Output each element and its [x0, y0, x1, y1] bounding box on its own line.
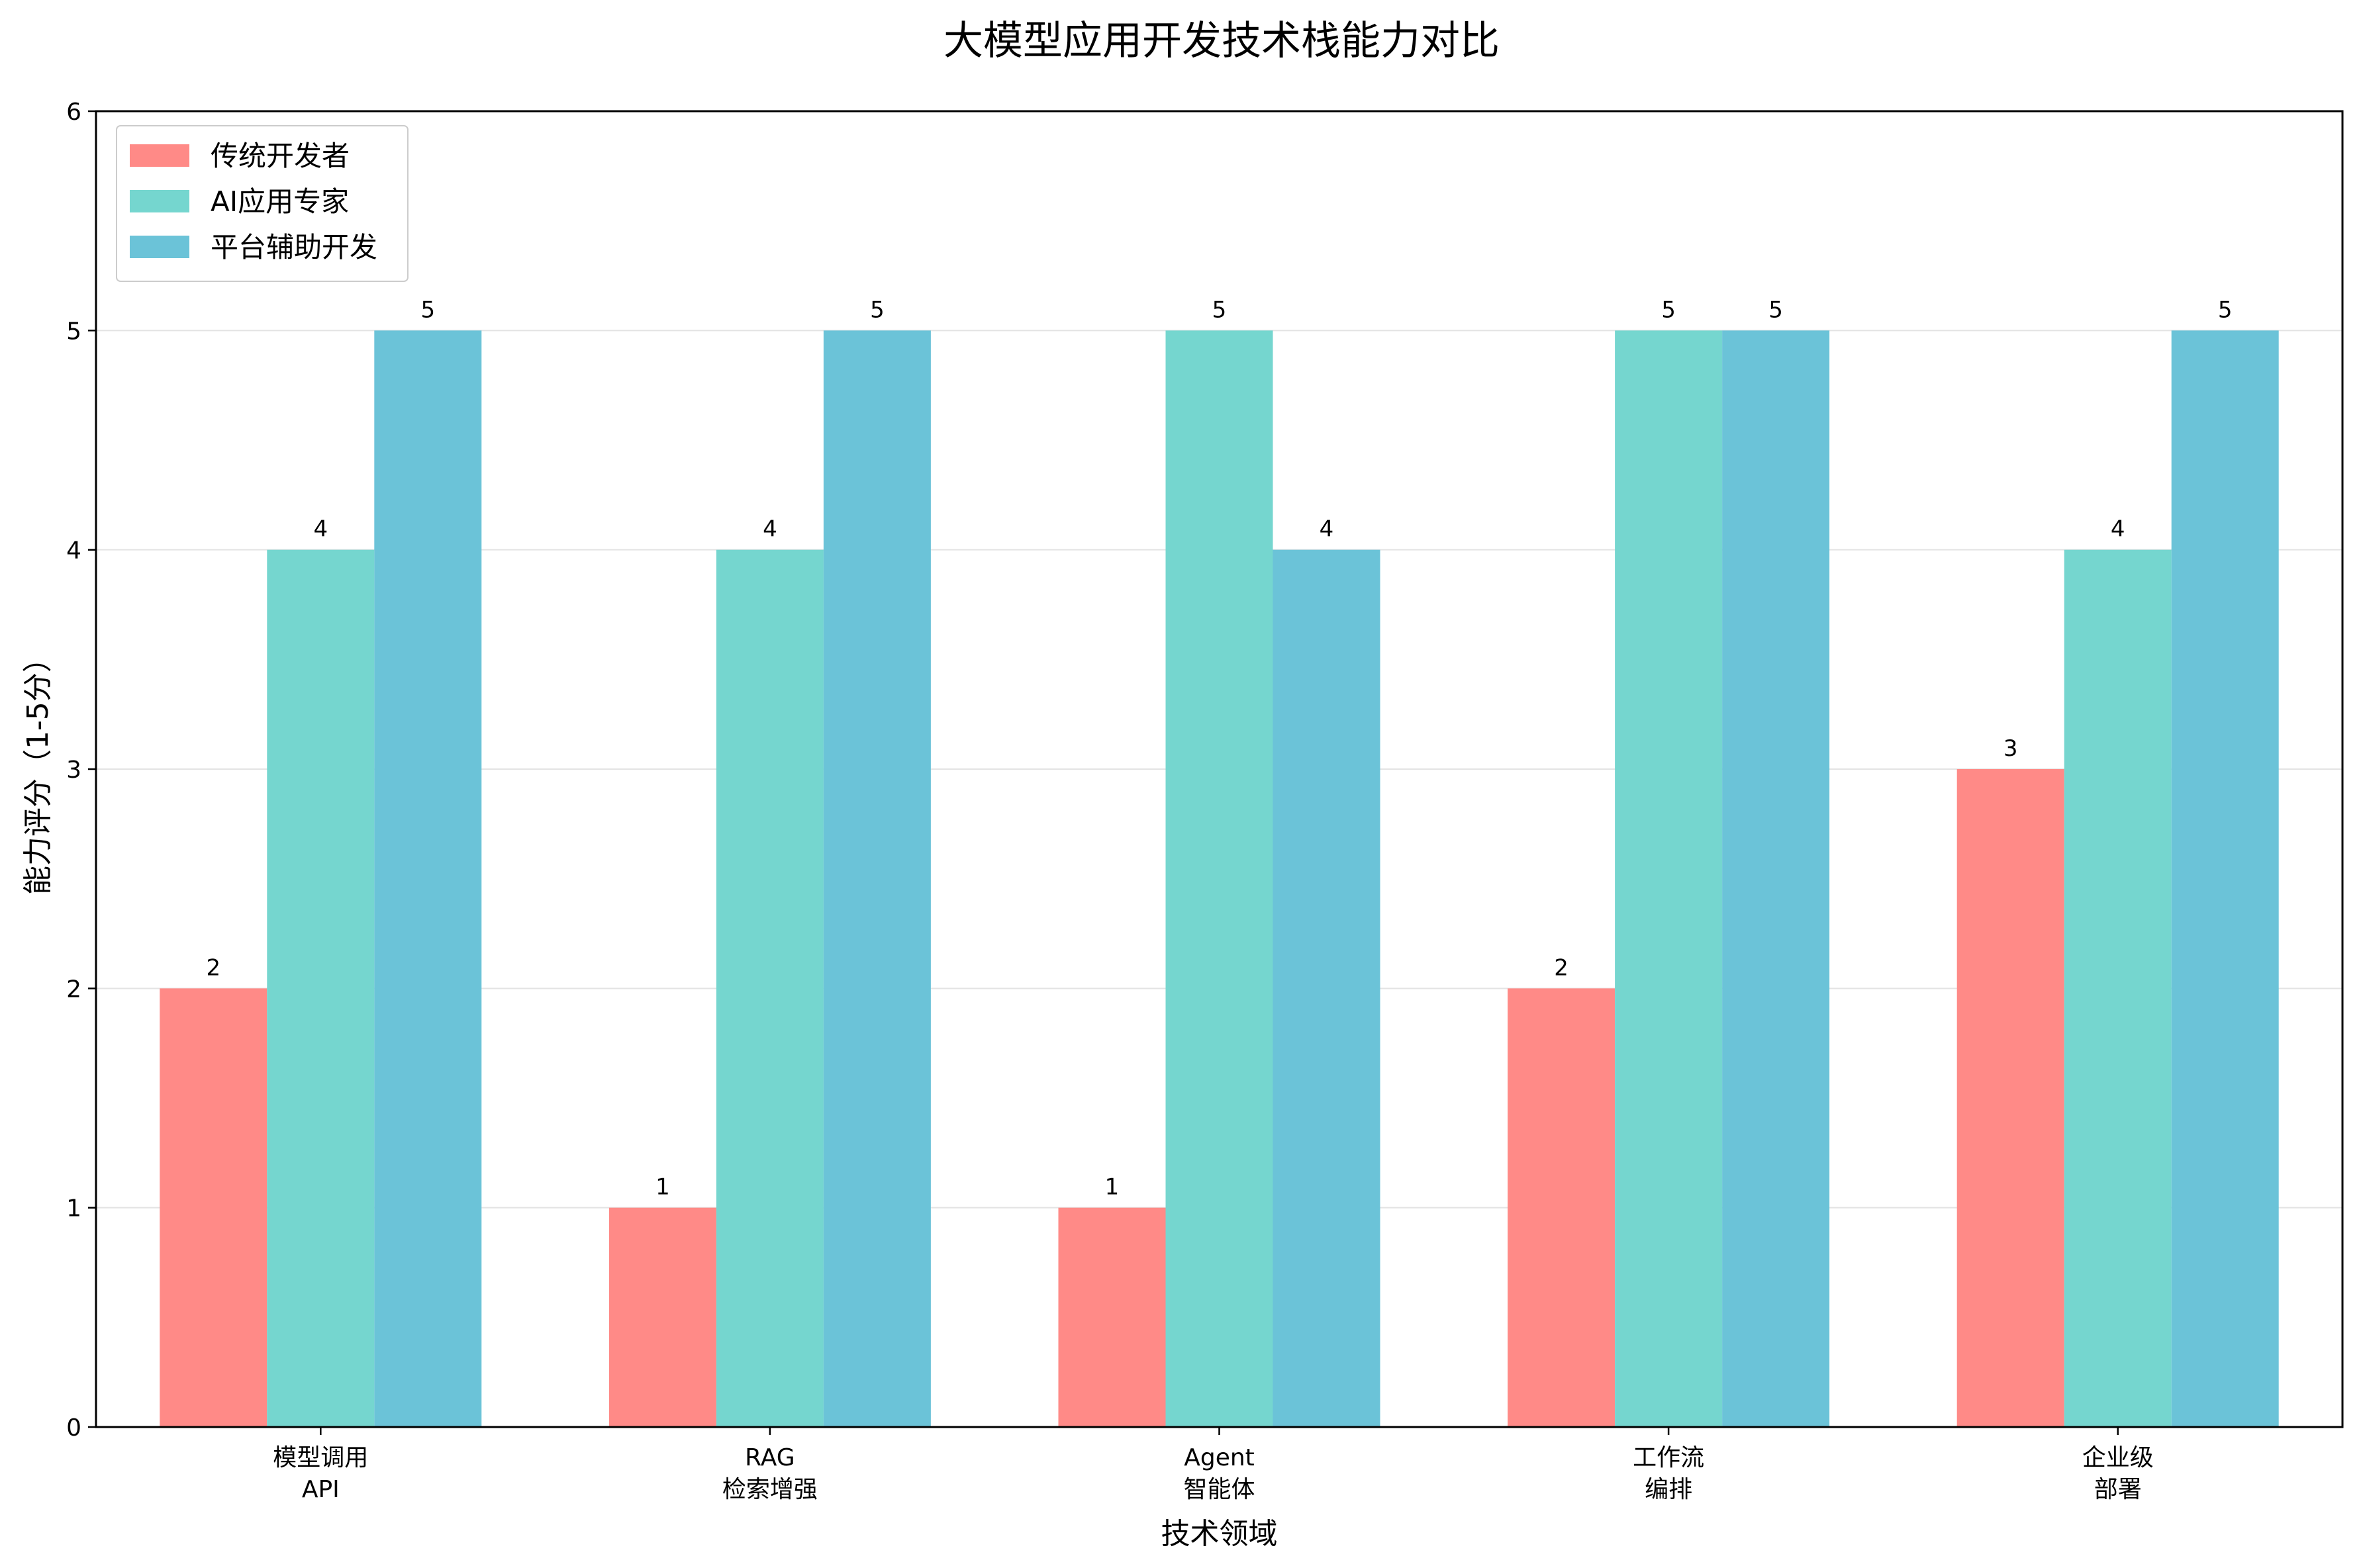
bar-2-5 — [2064, 549, 2172, 1427]
y-axis-label: 能力评分（1-5分） — [21, 643, 55, 895]
bar-3-1 — [374, 330, 482, 1427]
bar-3-3 — [1273, 549, 1380, 1427]
bar-value-label: 5 — [1661, 297, 1676, 323]
y-tick-label: 0 — [66, 1414, 81, 1442]
y-tick-label: 2 — [66, 976, 81, 1003]
bar-1-5 — [1956, 769, 2064, 1427]
bar-1-1 — [160, 988, 267, 1427]
bar-2-4 — [1615, 330, 1723, 1427]
bar-value-label: 5 — [870, 297, 885, 323]
bar-3-2 — [823, 330, 931, 1427]
bar-1-2 — [608, 1207, 716, 1427]
legend-swatch — [130, 236, 189, 258]
x-tick-label: API — [302, 1476, 340, 1503]
bar-value-label: 2 — [1554, 954, 1568, 981]
x-axis-label: 技术领域 — [1161, 1517, 1278, 1551]
bar-1-4 — [1508, 988, 1616, 1427]
bar-2-2 — [716, 549, 824, 1427]
y-tick-label: 3 — [66, 757, 81, 784]
legend-label: 传统开发者 — [211, 140, 350, 172]
legend-swatch — [130, 190, 189, 212]
x-tick-label: 智能体 — [1183, 1476, 1255, 1503]
y-tick-label: 4 — [66, 537, 81, 565]
chart-title: 大模型应用开发技术栈能力对比 — [943, 18, 1500, 64]
x-tick-label: 企业级 — [2082, 1444, 2154, 1471]
y-axis-ticks: 0 1 2 3 4 5 6 — [66, 99, 96, 1442]
x-tick-label: 部署 — [2094, 1476, 2142, 1503]
bar-value-label: 1 — [1105, 1174, 1120, 1201]
bar-value-label: 5 — [1212, 297, 1227, 323]
legend-label: 平台辅助开发 — [211, 231, 377, 263]
bar-2-1 — [267, 549, 375, 1427]
bar-value-label: 1 — [655, 1174, 670, 1201]
bar-value-label: 4 — [2111, 516, 2125, 543]
bar-3-4 — [1722, 330, 1830, 1427]
y-tick-label: 6 — [66, 99, 81, 126]
bars — [160, 330, 2279, 1427]
y-tick-label: 1 — [66, 1195, 81, 1222]
x-tick-label: 工作流 — [1633, 1444, 1704, 1471]
bar-2-3 — [1165, 330, 1273, 1427]
y-tick-label: 5 — [66, 318, 81, 345]
legend-label: AI应用专家 — [211, 185, 349, 218]
bar-value-label: 4 — [763, 516, 777, 543]
x-tick-label: 模型调用 — [273, 1444, 368, 1471]
bar-value-label: 4 — [1320, 516, 1334, 543]
legend-swatch — [130, 144, 189, 167]
bar-3-5 — [2171, 330, 2279, 1427]
x-tick-label: 检索增强 — [722, 1476, 818, 1503]
bar-value-label: 3 — [2003, 735, 2018, 762]
bar-value-label: 2 — [206, 954, 220, 981]
x-tick-label: RAG — [745, 1444, 795, 1471]
x-tick-label: Agent — [1184, 1444, 1255, 1471]
bar-value-label: 4 — [313, 516, 328, 543]
bar-1-3 — [1058, 1207, 1166, 1427]
bar-value-label: 5 — [420, 297, 435, 323]
x-tick-label: 编排 — [1645, 1476, 1692, 1503]
value-labels: 2 4 5 1 4 5 1 5 4 2 5 5 3 4 5 — [206, 297, 2232, 1200]
bar-value-label: 5 — [2218, 297, 2233, 323]
bar-value-label: 5 — [1768, 297, 1783, 323]
